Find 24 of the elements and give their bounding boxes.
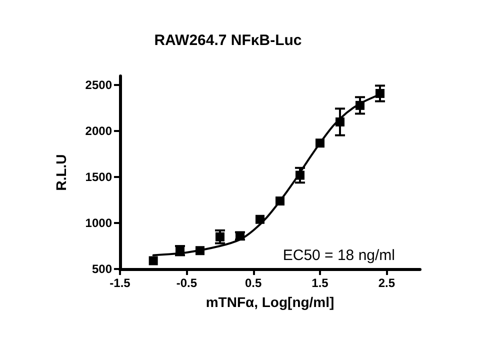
- x-tick-label: 1.5: [312, 276, 329, 290]
- point: [276, 196, 284, 206]
- y-tick-label: 1000: [85, 216, 112, 230]
- point: [216, 232, 224, 242]
- y-tick-label: 2000: [85, 124, 112, 138]
- point: [256, 214, 264, 224]
- x-tick-label: -0.5: [176, 276, 198, 290]
- point: [336, 117, 344, 126]
- x-axis-title: mTNFα, Log[ng/ml]: [206, 294, 334, 310]
- y-tick-label: 500: [92, 262, 112, 276]
- point: [296, 170, 304, 180]
- point: [316, 138, 324, 148]
- y-tick-label: 1500: [85, 170, 112, 184]
- y-tick-label: 2500: [85, 78, 112, 92]
- point: [376, 88, 384, 98]
- x-tick-label: 2.5: [378, 276, 396, 290]
- annotation: EC50 = 18 ng/ml: [282, 247, 396, 264]
- point: [148, 256, 158, 266]
- x-tick-label: -1.5: [110, 276, 131, 290]
- chart-title: RAW264.7 NFκB-Luc: [154, 32, 302, 49]
- x-tick-label: 0.5: [244, 276, 262, 290]
- y-axis-title: R.L.U: [53, 154, 69, 191]
- point: [356, 100, 364, 110]
- point: [196, 246, 204, 256]
